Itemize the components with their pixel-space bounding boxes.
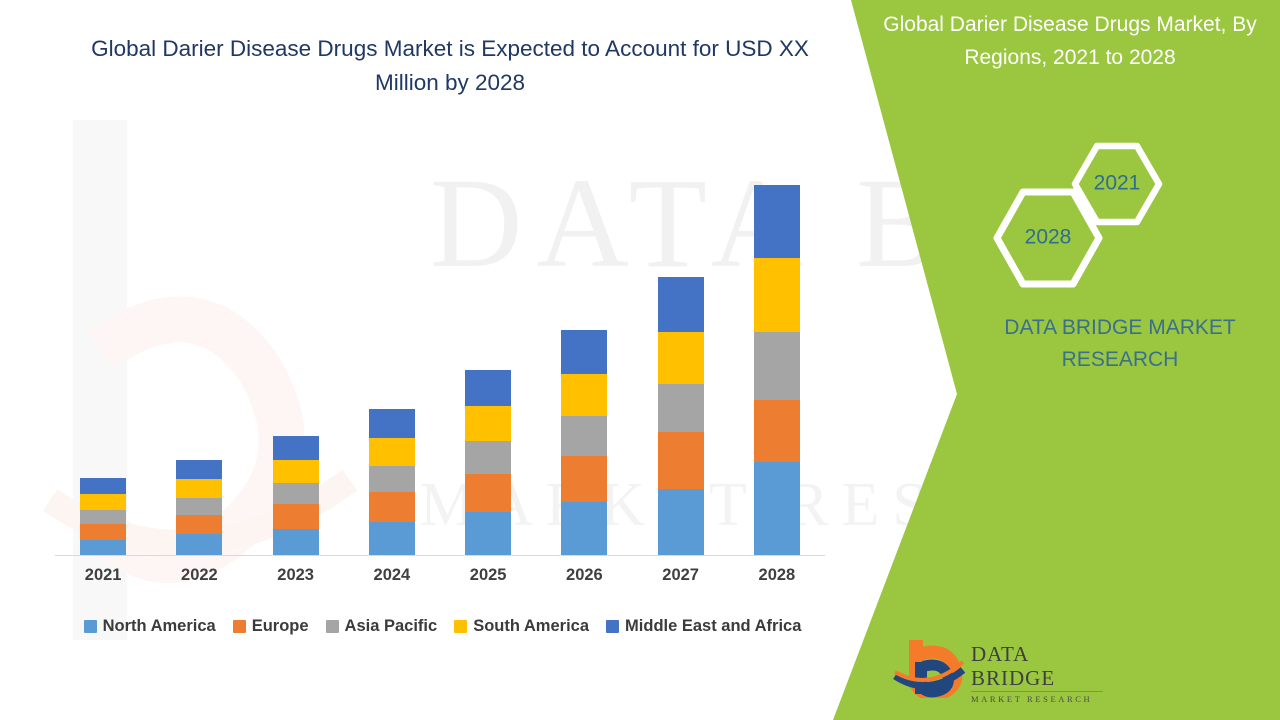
bar-segment <box>465 512 512 555</box>
year-badges: 2028 2021 <box>985 142 1185 288</box>
bar-segment <box>176 534 223 555</box>
hexagon-outline-icon <box>993 188 1103 288</box>
brand-name-line2: RESEARCH <box>1061 348 1179 371</box>
chart-legend: North America Europe Asia Pacific South Ame… <box>55 617 830 636</box>
x-axis-labels: 2021 2022 2023 2024 2025 2026 2027 2028 <box>55 566 825 592</box>
x-axis-tick-2025: 2025 <box>469 566 507 584</box>
bar-segment <box>368 438 415 466</box>
bar-segment <box>561 416 608 456</box>
x-axis-tick-2022: 2022 <box>181 566 218 584</box>
legend-swatch-icon <box>83 620 97 633</box>
bar-segment <box>465 406 512 441</box>
legend-label: Asia Pacific <box>344 617 438 635</box>
bar-segment <box>80 540 127 555</box>
bar-segment <box>272 483 319 504</box>
legend-item[interactable]: Asia Pacific <box>325 617 438 636</box>
bar-segment <box>80 524 127 540</box>
x-axis-tick-2023: 2023 <box>277 566 314 584</box>
year-badge-2028: 2028 <box>993 188 1103 288</box>
bar-segment <box>272 436 319 460</box>
bar-segment <box>657 432 704 489</box>
bar-segment <box>80 478 127 494</box>
bar-segment <box>368 409 415 438</box>
legend-item[interactable]: Middle East and Africa <box>606 617 801 636</box>
logo-line1: DATA BRIDGE <box>971 642 1056 690</box>
legend-label: North America <box>102 617 216 635</box>
bar-segment <box>80 510 127 524</box>
bar-segment <box>657 384 704 432</box>
legend-item[interactable]: North America <box>83 617 216 636</box>
bar-segment <box>465 370 512 406</box>
year-badge-2021: 2021 <box>1071 142 1163 226</box>
bar-segment <box>561 456 608 502</box>
x-axis-tick-2028: 2028 <box>758 566 796 584</box>
bar-segment <box>753 258 800 332</box>
bar-segment <box>176 460 223 479</box>
bar-segment <box>753 332 800 400</box>
data-bridge-logo-icon <box>893 640 965 698</box>
year-badge-2021-label: 2021 <box>1093 171 1141 195</box>
bar-segment <box>753 400 800 462</box>
legend-swatch-icon <box>232 620 246 633</box>
logo-line2: MARKET RESEARCH <box>971 694 1093 704</box>
bar-segment <box>368 466 415 492</box>
x-axis-tick-2027: 2027 <box>662 566 699 584</box>
logo-divider <box>971 691 1103 692</box>
bar-segment <box>561 502 608 555</box>
bar-2026 <box>561 330 608 555</box>
x-axis-tick-2026: 2026 <box>566 566 603 584</box>
bar-2027 <box>657 277 704 555</box>
legend-swatch-icon <box>606 620 620 633</box>
legend-item[interactable]: Europe <box>232 617 309 636</box>
legend-item[interactable]: South America <box>454 617 589 636</box>
x-axis-tick-2024: 2024 <box>373 566 411 584</box>
bar-segment <box>272 460 319 483</box>
bar-2025 <box>465 370 512 555</box>
x-axis-line <box>55 555 825 556</box>
bar-segment <box>80 494 127 510</box>
bar-segment <box>657 332 704 384</box>
bar-2021 <box>80 478 127 555</box>
bar-segment <box>561 330 608 374</box>
bar-segment <box>657 277 704 332</box>
brand-name-line1: DATA BRIDGE MARKET <box>1004 316 1236 339</box>
chart-title: Global Darier Disease Drugs Market is Ex… <box>91 36 809 95</box>
bar-2022 <box>176 460 223 555</box>
chart-plot-area <box>55 120 825 556</box>
bar-segment <box>176 498 223 515</box>
bar-segment <box>368 492 415 522</box>
logo-wordmark: DATA BRIDGE MARKET RESEARCH <box>971 642 1105 704</box>
legend-label: Middle East and Africa <box>625 617 802 635</box>
legend-label: South America <box>473 617 590 635</box>
hexagon-outline-icon <box>1071 142 1163 226</box>
company-logo: DATA BRIDGE MARKET RESEARCH <box>893 636 1105 704</box>
bar-segment <box>176 515 223 534</box>
bar-segment <box>272 504 319 529</box>
bar-segment <box>753 185 800 258</box>
legend-swatch-icon <box>454 620 468 633</box>
bar-segment <box>272 529 319 555</box>
bar-segment <box>753 462 800 555</box>
bar-2024 <box>368 409 415 555</box>
panel-title: Global Darier Disease Drugs Market, By R… <box>883 13 1257 69</box>
brand-name: DATA BRIDGE MARKET RESEARCH <box>970 312 1270 376</box>
bar-2023 <box>272 436 319 555</box>
legend-swatch-icon <box>325 620 339 633</box>
bar-segment <box>465 441 512 474</box>
bar-2028 <box>753 185 800 555</box>
bar-segment <box>561 374 608 416</box>
year-badge-2028-label: 2028 <box>1024 225 1072 249</box>
bar-segment <box>368 522 415 555</box>
bar-segment <box>657 489 704 555</box>
legend-label: Europe <box>251 617 309 635</box>
bar-segment <box>465 474 512 512</box>
x-axis-tick-2021: 2021 <box>84 566 122 584</box>
bar-segment <box>176 479 223 498</box>
